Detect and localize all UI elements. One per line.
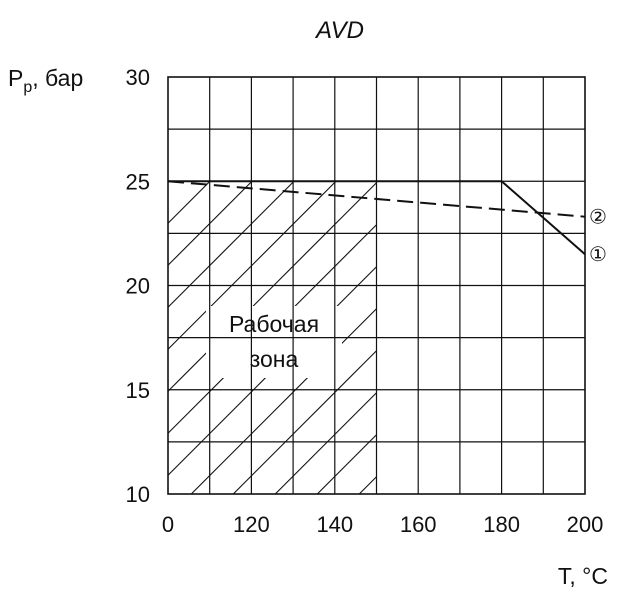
chart-title: AVD (314, 17, 364, 44)
grid-horizontal (168, 128, 585, 443)
y-tick-label: 20 (126, 274, 150, 299)
y-tick-label: 15 (126, 378, 150, 403)
y-tick-label: 25 (126, 169, 150, 194)
series-line-1 (168, 180, 586, 255)
x-tick-label: 160 (400, 512, 437, 537)
y-axis-label: Pр, бар (8, 65, 83, 96)
y-axis-label-unit: , бар (32, 65, 83, 91)
plot-frame (167, 76, 586, 495)
series-line-2 (167, 180, 586, 218)
x-axis-label: T, °C (558, 563, 608, 589)
series-marker-2: ② (589, 205, 607, 229)
y-axis-label-symbol: P (8, 65, 23, 91)
y-axis-label-subscript: р (23, 79, 32, 96)
series-layer (167, 180, 586, 255)
x-tick-label: 140 (316, 512, 353, 537)
x-tick-label: 120 (233, 512, 270, 537)
y-tick-labels: 10 15 20 25 30 (126, 65, 150, 507)
x-tick-label: 0 (162, 512, 174, 537)
x-tick-labels: 0 120 140 160 180 200 (162, 512, 603, 537)
series-markers: ①② (589, 205, 607, 267)
series-marker-1: ① (589, 242, 607, 266)
x-tick-label: 200 (567, 512, 604, 537)
working-zone-label-background (206, 306, 342, 378)
hatch-line (168, 181, 169, 183)
y-tick-label: 10 (126, 482, 150, 507)
y-tick-label: 30 (126, 65, 150, 90)
working-zone-label-line2: зона (250, 346, 299, 372)
x-tick-label: 180 (483, 512, 520, 537)
working-zone-label-line1: Рабочая (229, 311, 319, 337)
